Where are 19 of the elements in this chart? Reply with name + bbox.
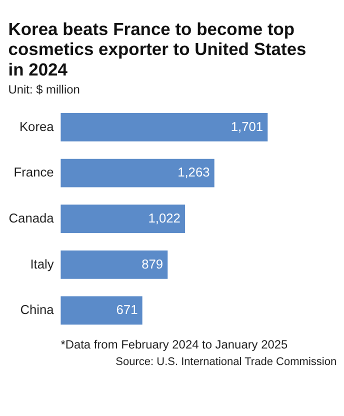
y-tick-label: France: [14, 164, 54, 180]
data-label: 879: [142, 256, 164, 272]
data-label: 1,022: [148, 210, 180, 226]
chart-subtitle: Unit: $ million: [8, 82, 80, 97]
bar: [60, 158, 214, 188]
y-tick-label: China: [20, 302, 55, 318]
data-label: 1,263: [178, 164, 210, 180]
bar: [60, 250, 168, 279]
data-label: 671: [116, 302, 138, 318]
source-note: Source: U.S. International Trade Commission: [116, 356, 337, 368]
bar: [60, 113, 268, 142]
text: *Data from February 2024 to January 2025: [60, 338, 288, 352]
bar: [60, 296, 142, 325]
bar: [60, 204, 186, 234]
y-tick-label: Korea: [19, 118, 55, 134]
y-tick-label: Italy: [30, 256, 54, 272]
data-label: 1,701: [230, 118, 264, 134]
y-tick-label: Canada: [8, 210, 55, 226]
chart-title: Korea beats France to become top cosmetics exporter to United States in 2024: [8, 18, 306, 80]
